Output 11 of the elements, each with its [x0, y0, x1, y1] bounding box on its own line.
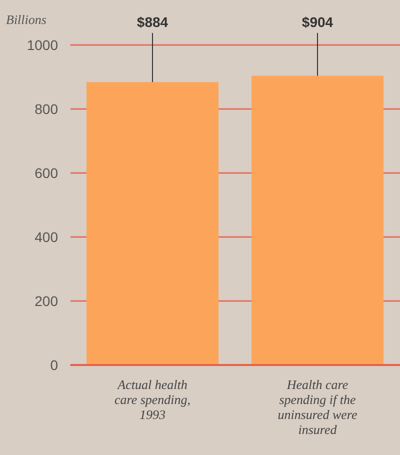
- y-axis-title: Billions: [6, 12, 46, 28]
- x-tick-label: Actual health care spending, 1993: [114, 377, 191, 422]
- y-tick-label: 0: [50, 356, 58, 373]
- y-tick-label: 1000: [26, 36, 58, 53]
- y-tick-label: 400: [34, 228, 58, 245]
- x-tick-label: Health care spending if the uninsured were insured: [278, 377, 358, 437]
- data-label: $904: [302, 14, 334, 30]
- y-tick-label: 200: [34, 292, 58, 309]
- y-tick-label: 600: [34, 164, 58, 181]
- data-label: $884: [136, 14, 168, 30]
- y-tick-label: 800: [34, 100, 58, 117]
